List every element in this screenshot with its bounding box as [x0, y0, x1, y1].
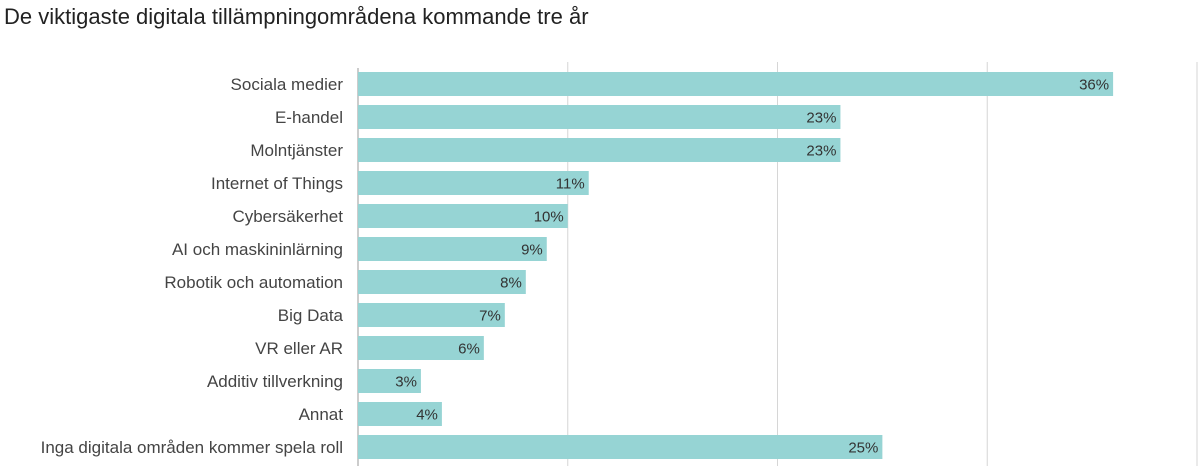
category-label: Inga digitala områden kommer spela roll [41, 438, 343, 457]
value-label: 8% [500, 275, 522, 292]
bar [358, 336, 484, 360]
category-label: E-handel [275, 108, 343, 127]
value-label: 11% [556, 176, 585, 193]
chart-title: De viktigaste digitala tillämpningområde… [4, 4, 589, 29]
category-label: Annat [299, 405, 344, 424]
bar [358, 270, 526, 294]
bar [358, 138, 841, 162]
bar [358, 171, 589, 195]
value-label: 7% [479, 308, 501, 325]
labels: Sociala medier 36% E-handel 23% Molntjänster… [41, 75, 1109, 457]
value-label: 23% [806, 143, 836, 160]
category-label: Cybersäkerhet [232, 207, 343, 226]
bar [358, 402, 442, 426]
category-label: Internet of Things [211, 174, 343, 193]
bar [358, 369, 421, 393]
bar [358, 204, 568, 228]
category-label: VR eller AR [255, 339, 343, 358]
value-label: 3% [395, 374, 417, 391]
value-label: 36% [1079, 77, 1109, 94]
bar [358, 105, 841, 129]
category-label: Additiv tillverkning [207, 372, 343, 391]
bar [358, 435, 883, 459]
category-label: Robotik och automation [164, 273, 343, 292]
category-label: Big Data [278, 306, 344, 325]
value-label: 6% [458, 341, 480, 358]
category-label: Sociala medier [231, 75, 344, 94]
value-label: 4% [416, 407, 438, 424]
value-label: 9% [521, 242, 543, 259]
value-label: 25% [848, 440, 878, 457]
value-label: 10% [534, 209, 564, 226]
bar [358, 72, 1114, 96]
bar [358, 303, 505, 327]
gridlines [357, 62, 1198, 466]
category-label: AI och maskininlärning [172, 240, 343, 259]
bar [358, 237, 547, 261]
value-label: 23% [806, 110, 836, 127]
bars [358, 72, 1114, 459]
category-label: Molntjänster [250, 141, 343, 160]
